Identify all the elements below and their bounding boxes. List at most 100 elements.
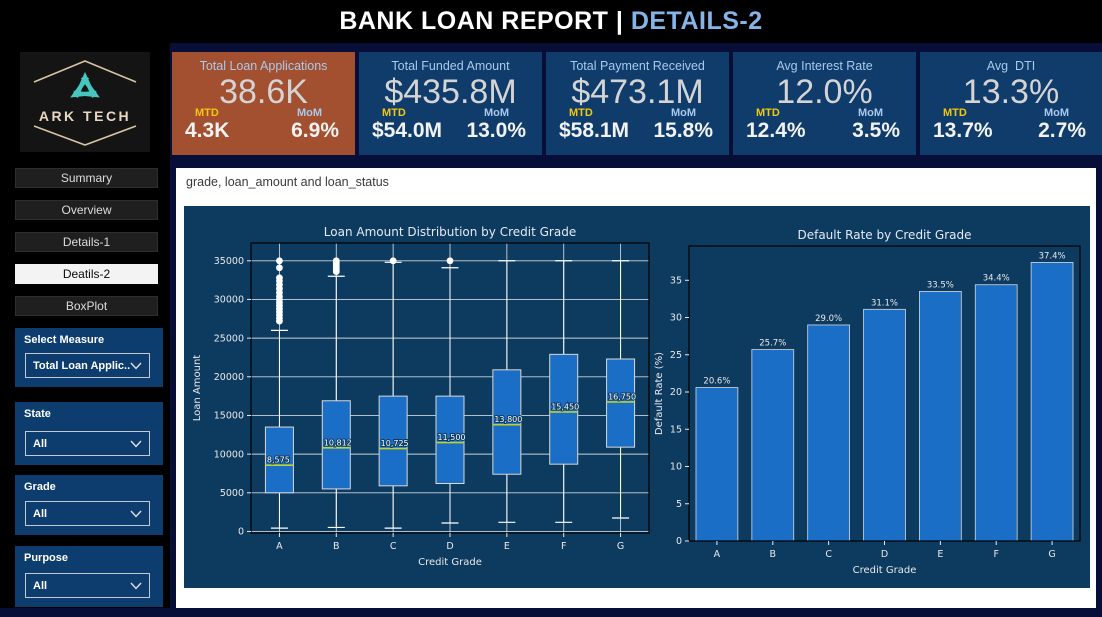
median-label: 10,812	[324, 438, 352, 447]
kpi-card-total-loan-applications[interactable]: Total Loan Applications 38.6K MTD MoM 4.…	[172, 52, 355, 155]
kpi-card-total-payment-received[interactable]: Total Payment Received $473.1M MTD MoM $…	[546, 52, 729, 155]
logo-graphic: ARK TECH	[33, 60, 137, 146]
mom-label: MoM	[1043, 107, 1069, 119]
box-rect[interactable]	[435, 395, 465, 485]
median-label: 15,450	[551, 402, 579, 411]
kpi-card-avg-interest-rate[interactable]: Avg Interest Rate 12.0% MTD MoM 12.4% 3.…	[733, 52, 916, 155]
y-tick-label: 25	[670, 350, 682, 361]
dropdown-value: All	[33, 579, 48, 592]
kpi-card-avg-dti[interactable]: Avg DTI 13.3% MTD MoM 13.7% 2.7%	[920, 52, 1102, 155]
select-measure-dropdown[interactable]: Total Loan Applic...	[25, 353, 150, 378]
outlier-point	[332, 257, 340, 265]
x-tick-label: C	[390, 541, 397, 552]
box-rect[interactable]	[321, 400, 351, 490]
purpose-dropdown[interactable]: All	[25, 573, 150, 598]
x-tick-label: F	[561, 541, 566, 552]
x-axis-label: Credit Grade	[853, 565, 917, 576]
logo-text: ARK TECH	[39, 108, 131, 124]
box-rect[interactable]	[606, 358, 636, 448]
mom-label: MoM	[857, 107, 883, 119]
bar-value-label: 31.1%	[871, 298, 898, 308]
x-tick-label: B	[770, 549, 777, 560]
filter-grade: Grade All	[15, 475, 163, 535]
y-tick-label: 25000	[214, 333, 244, 344]
sidebar-item-boxplot[interactable]: BoxPlot	[15, 296, 158, 316]
bar-A[interactable]	[695, 387, 739, 542]
bar-B[interactable]	[751, 349, 795, 542]
bar-G[interactable]	[1030, 261, 1074, 542]
box-F[interactable]: 15,450	[549, 260, 580, 523]
box-D[interactable]: 11,500	[435, 257, 467, 524]
mtd-label: MTD	[569, 107, 593, 119]
title-bar: BANK LOAN REPORT | DETAILS-2	[0, 0, 1102, 43]
kpi-value: $473.1M	[571, 73, 704, 111]
mtd-value: 4.3K	[185, 119, 230, 142]
bar-F[interactable]	[974, 284, 1018, 542]
median-label: 10,725	[381, 439, 409, 448]
mtd-value: $54.0M	[372, 119, 443, 142]
y-tick-label: 0	[676, 536, 682, 547]
box-C[interactable]: 10,725	[378, 257, 410, 529]
bar-C[interactable]	[807, 324, 850, 542]
kpi-title: Total Payment Received	[570, 59, 705, 73]
sidebar-item-details-1[interactable]: Details-1	[15, 232, 158, 252]
chart-title: Default Rate by Credit Grade	[797, 228, 971, 242]
kpi-title: Avg DTI	[986, 59, 1036, 73]
mtd-label: MTD	[756, 107, 780, 119]
y-tick-label: 10000	[214, 449, 244, 460]
logo-knot-icon	[70, 71, 100, 98]
box-B[interactable]: 10,812	[321, 257, 353, 529]
box-G[interactable]: 16,750	[606, 260, 637, 519]
box-rect[interactable]	[378, 395, 408, 487]
y-tick-label: 35000	[214, 256, 244, 267]
box-rect[interactable]	[492, 369, 522, 475]
mtd-label: MTD	[382, 107, 406, 119]
bar-E[interactable]	[919, 291, 962, 542]
bar-chart[interactable]: 20.6% 25.7% 29.0% 31.1% 33.5% 34.4% 37.4% 0 5 10 1…	[654, 228, 1081, 576]
kpi-card-total-funded-amount[interactable]: Total Funded Amount $435.8M MTD MoM $54.…	[359, 52, 542, 155]
mtd-value: $58.1M	[559, 119, 630, 142]
page-title-accent: DETAILS-2	[630, 7, 763, 35]
kpi-title: Avg Interest Rate	[776, 59, 873, 73]
logo-chevron-bottom	[33, 125, 137, 146]
kpi-title: Total Funded Amount	[391, 59, 510, 73]
y-tick-label: 35	[670, 275, 682, 286]
y-tick-label: 30	[670, 313, 682, 324]
x-tick-label: G	[617, 541, 624, 552]
mtd-value: 13.7%	[933, 119, 993, 142]
outlier-point	[276, 264, 283, 272]
sidebar-item-details-2[interactable]: Deatils-2	[15, 264, 158, 284]
kpi-value: 13.3%	[962, 73, 1060, 111]
box-E[interactable]: 13,800	[492, 260, 523, 523]
state-dropdown[interactable]: All	[25, 431, 150, 456]
y-tick-label: 0	[238, 527, 244, 538]
box-rect[interactable]	[264, 426, 294, 494]
sidebar: ARK TECH Summary Overview Details-1 Deat…	[0, 43, 170, 608]
grade-dropdown[interactable]: All	[25, 501, 150, 526]
mom-value: 15.8%	[653, 119, 713, 142]
y-tick-label: 5	[676, 499, 682, 510]
dropdown-value: Total Loan Applic...	[33, 359, 130, 372]
chevron-down-icon	[130, 440, 142, 448]
y-tick-label: 15	[670, 424, 682, 435]
bar-value-label: 29.0%	[815, 314, 842, 324]
sidebar-item-summary[interactable]: Summary	[15, 168, 158, 188]
x-tick-label: D	[446, 541, 453, 552]
charts-canvas: 8,575 10,812 10,725 11,500 13,800 15,450 16,75…	[192, 225, 1081, 576]
charts-figure: 8,575 10,812 10,725 11,500 13,800 15,450 16,75…	[184, 206, 1090, 588]
mtd-label: MTD	[195, 107, 219, 119]
x-tick-label: E	[937, 549, 943, 560]
box-A[interactable]: 8,575	[264, 257, 294, 529]
y-tick-label: 5000	[220, 488, 244, 499]
filter-select-measure: Select Measure Total Loan Applic...	[15, 328, 163, 387]
kpi-value: 38.6K	[219, 73, 308, 111]
x-tick-label: E	[504, 541, 510, 552]
x-tick-label: F	[993, 549, 998, 560]
logo: ARK TECH	[20, 52, 150, 152]
mom-label: MoM	[483, 107, 509, 119]
bar-D[interactable]	[863, 308, 906, 542]
box-rect[interactable]	[549, 353, 579, 465]
sidebar-item-overview[interactable]: Overview	[15, 200, 158, 220]
boxplot-chart[interactable]: 8,575 10,812 10,725 11,500 13,800 15,450 16,75…	[192, 225, 650, 568]
mom-value: 6.9%	[291, 119, 339, 142]
